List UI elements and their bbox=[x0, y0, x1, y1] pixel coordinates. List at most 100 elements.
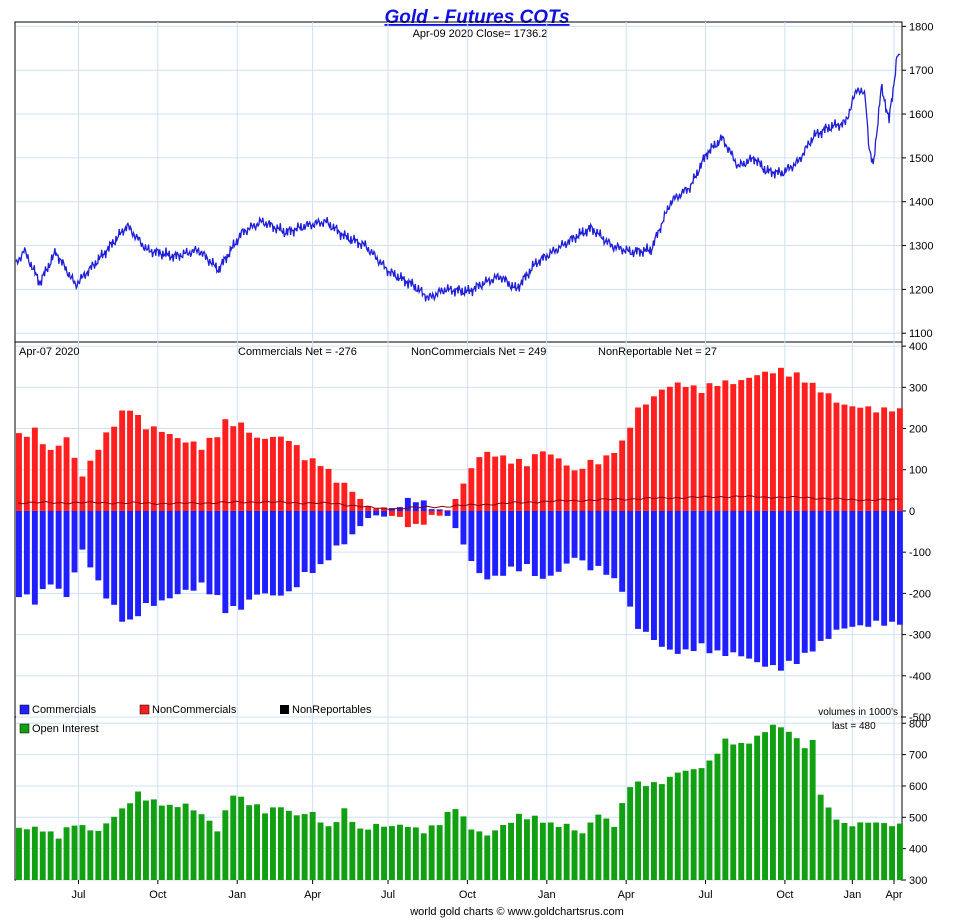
x-tick-label: Apr bbox=[304, 889, 321, 901]
legend-nonreportables-swatch bbox=[280, 705, 289, 714]
noncommercials-bar bbox=[166, 434, 173, 511]
commercials-bar bbox=[301, 511, 308, 572]
open-interest-bar bbox=[738, 743, 745, 880]
open-interest-bar bbox=[389, 826, 395, 880]
x-axis: Jul Oct Jan Apr Jul Oct Jan Apr Jul Oct Jan Apr bbox=[71, 880, 903, 901]
noncommercials-bar bbox=[754, 375, 761, 511]
noncommercials-bar bbox=[643, 404, 649, 511]
nonreportables-line bbox=[17, 495, 900, 511]
commercials-bar bbox=[381, 511, 387, 517]
commercials-bar bbox=[127, 511, 133, 620]
x-tick-label: Jul bbox=[698, 889, 712, 901]
noncommercials-bar bbox=[897, 408, 903, 511]
noncommercials-bar bbox=[349, 491, 356, 511]
noncommercials-bar bbox=[770, 373, 776, 511]
commercials-bar bbox=[222, 511, 229, 614]
chart-title: Gold - Futures COTs bbox=[384, 7, 569, 28]
noncommercials-bar bbox=[333, 482, 340, 511]
noncommercials-bar bbox=[778, 367, 784, 511]
price-y-tick-label: 1700 bbox=[909, 65, 933, 77]
x-tick-label: Apr bbox=[885, 889, 902, 901]
noncommercials-bar bbox=[460, 483, 467, 511]
commercials-bar bbox=[500, 511, 507, 576]
open-interest-bar bbox=[214, 831, 221, 880]
noncommercials-bar bbox=[547, 454, 554, 511]
open-interest-bar bbox=[825, 807, 832, 880]
commercials-bar bbox=[611, 511, 618, 579]
open-interest-bar bbox=[119, 808, 126, 880]
commercials-bar bbox=[333, 511, 340, 546]
volumes-note: volumes in 1000's bbox=[818, 707, 898, 718]
noncommercials-bar bbox=[325, 468, 332, 511]
noncommercials-bar bbox=[150, 426, 157, 511]
open-interest-bar bbox=[135, 791, 141, 880]
noncommercials-bar bbox=[730, 384, 737, 511]
commercials-bar bbox=[706, 511, 713, 654]
open-interest-bar bbox=[301, 814, 308, 880]
commercials-bar bbox=[865, 511, 872, 627]
noncommercials-bar bbox=[476, 457, 483, 511]
noncommercials-bar bbox=[619, 440, 626, 511]
commercials-bar bbox=[47, 511, 54, 585]
cot-y-tick-label: 300 bbox=[909, 382, 927, 394]
open-interest-bar bbox=[690, 769, 697, 880]
commercials-bar bbox=[182, 511, 189, 590]
x-tick-label: Oct bbox=[149, 889, 166, 901]
open-interest-bar bbox=[714, 753, 721, 880]
x-tick-label: Jan bbox=[538, 889, 556, 901]
open-interest-bar bbox=[579, 833, 586, 880]
noncommercials-bar bbox=[270, 436, 276, 511]
x-tick-label: Apr bbox=[618, 889, 635, 901]
open-interest-bar bbox=[809, 740, 816, 880]
commercials-bar bbox=[825, 511, 832, 639]
noncommercials-bar bbox=[524, 466, 530, 511]
commercials-bar bbox=[643, 511, 649, 632]
commercials-bar bbox=[103, 511, 110, 599]
commercials-bar bbox=[87, 511, 94, 568]
noncommercials-bar bbox=[262, 438, 268, 511]
cot-y-tick-label: -500 bbox=[909, 712, 931, 724]
noncommercials-bar bbox=[563, 465, 570, 511]
commercials-bar bbox=[262, 511, 268, 594]
open-interest-bar bbox=[793, 738, 800, 880]
open-interest-bar bbox=[801, 748, 808, 880]
noncommercials-bar bbox=[301, 460, 308, 511]
commercials-bar bbox=[158, 511, 165, 601]
open-interest-bar bbox=[682, 770, 689, 880]
open-interest-bar bbox=[206, 820, 213, 880]
commercials-bar bbox=[246, 511, 253, 600]
noncommercials-bar bbox=[317, 466, 324, 511]
open-interest-bar bbox=[460, 816, 467, 880]
open-interest-bar bbox=[651, 782, 657, 880]
noncommercials-bar bbox=[190, 441, 197, 511]
oi-y-axis: 800 700 600 500 400 300 bbox=[902, 718, 927, 887]
legend-noncommercials-swatch bbox=[139, 704, 150, 715]
open-interest-bar bbox=[571, 830, 578, 880]
open-interest-bar bbox=[309, 812, 316, 880]
commercials-bar bbox=[881, 511, 888, 626]
oi-y-tick-label: 600 bbox=[909, 781, 927, 793]
noncommercials-bar bbox=[658, 389, 665, 511]
open-interest-bar bbox=[849, 826, 856, 880]
commercials-bar bbox=[373, 511, 380, 516]
open-interest-bar bbox=[230, 795, 237, 880]
commercials-bar bbox=[651, 511, 657, 640]
noncommercials-bar bbox=[873, 412, 880, 511]
cot-y-tick-label: 200 bbox=[909, 424, 927, 436]
open-interest-bar bbox=[254, 804, 260, 880]
noncommercials-bar bbox=[111, 426, 118, 511]
noncommercials-bar bbox=[373, 508, 380, 511]
open-interest-bar bbox=[484, 835, 491, 880]
x-tick-label: Jul bbox=[71, 889, 85, 901]
open-interest-bar bbox=[841, 823, 848, 880]
open-interest-bar bbox=[111, 816, 118, 880]
commercials-bar bbox=[555, 511, 562, 572]
open-interest-bar bbox=[436, 825, 443, 880]
commercials-bar bbox=[508, 511, 514, 567]
commercials-bar bbox=[16, 511, 22, 598]
noncommercials-bar bbox=[381, 507, 387, 511]
open-interest-bar bbox=[563, 823, 570, 880]
commercials-bar bbox=[762, 511, 768, 667]
noncommercials-bar bbox=[174, 438, 181, 511]
open-interest-bar bbox=[55, 838, 62, 880]
